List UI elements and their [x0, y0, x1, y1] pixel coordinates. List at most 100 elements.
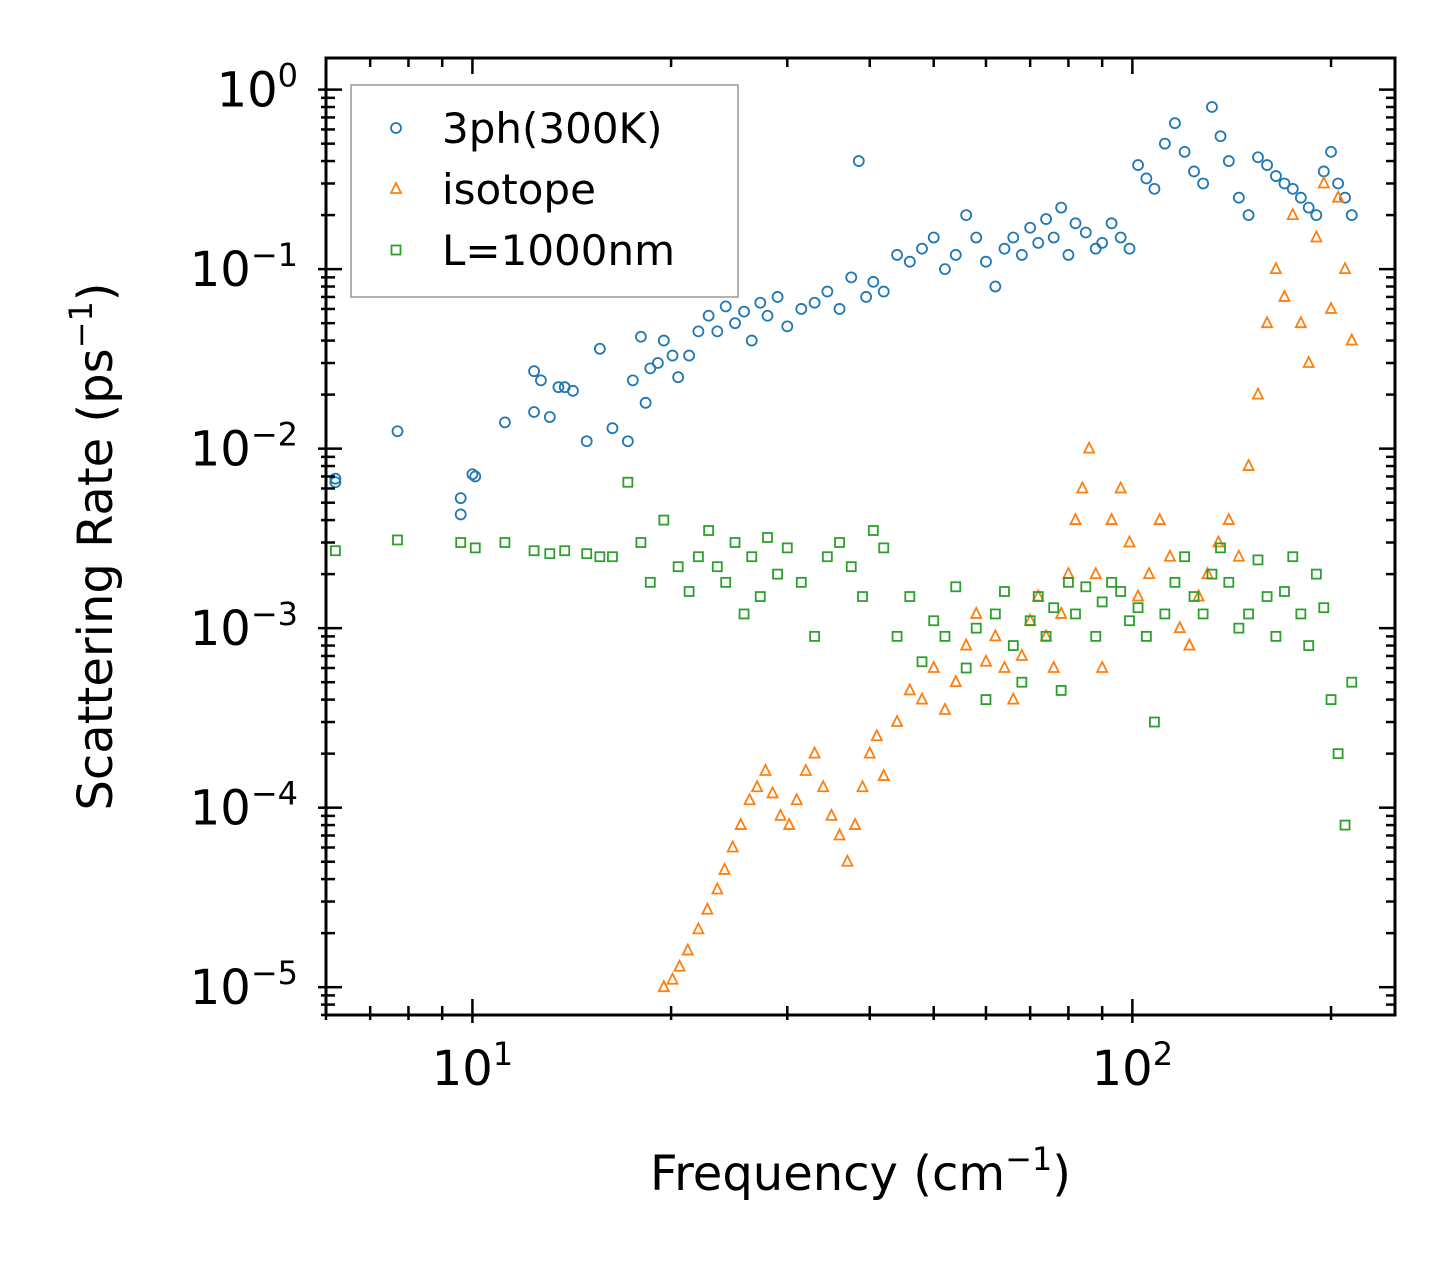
- data-point: [711, 325, 724, 338]
- data-point: [890, 714, 904, 727]
- data-point: [1310, 568, 1322, 580]
- data-point: [750, 779, 764, 793]
- data-point: [1140, 630, 1152, 642]
- data-point: [1132, 602, 1144, 614]
- data-point: [1317, 165, 1330, 178]
- data-point: [657, 334, 670, 347]
- data-point: [1089, 242, 1102, 255]
- data-point: [1040, 630, 1052, 642]
- data-point: [329, 545, 341, 557]
- data-point: [607, 551, 618, 563]
- data-point: [1062, 249, 1075, 261]
- data-point: [754, 591, 766, 602]
- data-point: [1339, 191, 1351, 204]
- data-point: [1251, 386, 1265, 400]
- data-point: [960, 662, 972, 674]
- data-point: [626, 374, 639, 387]
- data-point: [559, 545, 571, 557]
- y-axis-title: Scattering Rate (ps−1): [62, 282, 124, 810]
- data-point: [1124, 615, 1135, 627]
- data-point: [891, 630, 903, 642]
- data-point: [1287, 551, 1299, 563]
- data-point: [1270, 630, 1282, 642]
- data-point: [1132, 159, 1144, 171]
- data-point: [1032, 591, 1044, 602]
- data-point: [1309, 229, 1323, 243]
- data-point: [998, 659, 1011, 673]
- data-point: [1148, 182, 1161, 195]
- data-point: [738, 608, 750, 620]
- data-point: [1007, 231, 1020, 244]
- tick-label: 10−5: [190, 954, 298, 1016]
- data-point: [1158, 137, 1171, 150]
- data-point: [580, 435, 593, 448]
- data-point: [719, 300, 732, 313]
- data-point: [1096, 236, 1109, 249]
- data-point: [1302, 354, 1316, 368]
- data-point: [1142, 566, 1156, 580]
- data-point: [681, 942, 695, 956]
- data-point: [870, 728, 884, 742]
- data-point: [950, 581, 962, 593]
- data-point: [867, 275, 880, 288]
- plot-frame: [324, 56, 1397, 1017]
- data-point: [1114, 231, 1127, 244]
- data-point: [1079, 226, 1092, 239]
- data-point: [544, 548, 556, 560]
- data-point: [691, 921, 705, 935]
- data-point: [949, 249, 962, 261]
- data-point: [1188, 165, 1200, 178]
- data-point: [845, 561, 857, 573]
- data-point: [1123, 534, 1136, 548]
- data-marks: [329, 101, 1359, 993]
- data-point: [1233, 622, 1245, 634]
- data-point: [1179, 551, 1191, 563]
- data-point: [606, 422, 619, 435]
- legend-marker: [390, 244, 402, 256]
- data-point: [998, 242, 1011, 255]
- data-point: [738, 305, 750, 318]
- data-point: [1024, 615, 1036, 627]
- data-point: [771, 291, 784, 303]
- data-point: [799, 763, 813, 776]
- data-point: [718, 861, 731, 875]
- data-point: [772, 568, 783, 580]
- data-point: [816, 779, 830, 793]
- tick-label: 10−3: [190, 595, 298, 657]
- data-point: [903, 255, 916, 268]
- data-point: [1032, 236, 1045, 249]
- data-point: [1302, 201, 1315, 214]
- data-point: [1346, 676, 1358, 688]
- data-point: [535, 374, 547, 387]
- data-point: [1149, 716, 1160, 728]
- data-point: [1252, 151, 1264, 164]
- data-point: [673, 958, 687, 972]
- data-point: [469, 470, 482, 483]
- data-point: [821, 285, 834, 298]
- data-point: [720, 576, 732, 588]
- data-point: [1047, 659, 1061, 673]
- data-point: [1279, 586, 1290, 597]
- data-point: [746, 551, 758, 563]
- data-point: [980, 694, 992, 705]
- data-point: [833, 827, 847, 841]
- data-point: [1318, 602, 1330, 614]
- data-point: [651, 357, 664, 369]
- data-point: [1345, 332, 1359, 346]
- data-point: [1325, 145, 1337, 158]
- data-point: [766, 785, 780, 799]
- data-point: [1095, 659, 1109, 673]
- data-point: [1232, 548, 1246, 562]
- data-point: [743, 792, 757, 806]
- data-point: [878, 542, 890, 554]
- data-point: [1252, 554, 1264, 566]
- data-point: [1069, 217, 1082, 230]
- data-point: [782, 817, 796, 830]
- data-point: [528, 545, 540, 557]
- legend-label: L=1000nm: [442, 226, 675, 275]
- data-point: [795, 303, 808, 315]
- data-point: [795, 576, 807, 588]
- data-point: [469, 542, 481, 554]
- data-point: [927, 659, 941, 673]
- data-point: [1015, 647, 1029, 661]
